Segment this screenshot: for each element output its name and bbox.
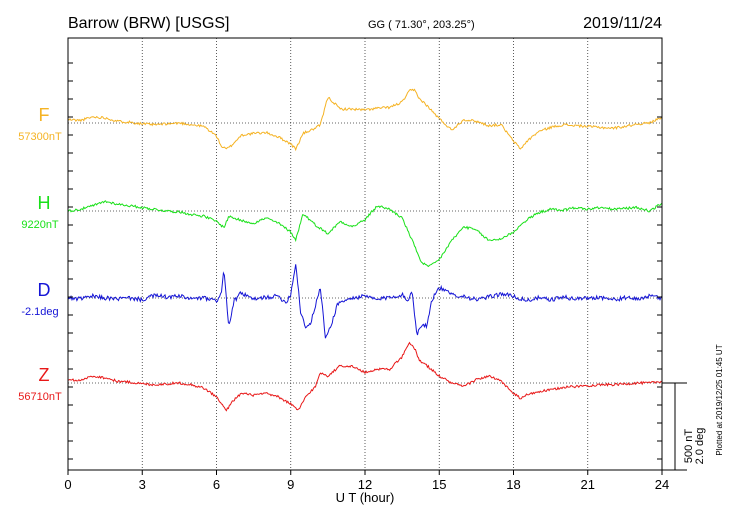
x-tick-label: 6 — [213, 477, 220, 492]
x-tick-label: 3 — [139, 477, 146, 492]
series-baseline-d: -2.1deg — [21, 306, 58, 318]
series-name-d: D — [38, 280, 51, 300]
series-line-h — [67, 200, 663, 268]
x-tick-label: 21 — [581, 477, 595, 492]
x-tick-label: 18 — [506, 477, 520, 492]
plotted-timestamp: Plotted at 2019/12/25 01:45 UT — [715, 344, 724, 455]
x-tick-label: 12 — [358, 477, 372, 492]
x-tick-label: 0 — [64, 477, 71, 492]
x-axis-label: U T (hour) — [336, 490, 395, 505]
series-name-h: H — [38, 193, 51, 213]
x-axis-ticks: 0 3 6 9 12 15 18 21 24 — [64, 470, 669, 492]
scale-bar: 500 nT 2.0 deg — [662, 382, 706, 471]
series-line-z — [67, 341, 663, 412]
x-tick-label: 24 — [655, 477, 669, 492]
scale-deg-label: 2.0 deg — [694, 428, 706, 465]
series-layer: F 57300nT H 9220nT D -2.1deg Z 56710nT — [18, 88, 663, 412]
series-name-f: F — [39, 105, 50, 125]
x-tick-label: 15 — [432, 477, 446, 492]
scale-nt-label: 500 nT — [683, 429, 695, 464]
series-baseline-h: 9220nT — [21, 219, 59, 231]
coordinates-label: GG ( 71.30°, 203.25°) — [368, 19, 475, 31]
series-name-z: Z — [39, 365, 50, 385]
grid — [68, 38, 662, 470]
date-label: 2019/11/24 — [583, 15, 662, 32]
series-baseline-z: 56710nT — [18, 391, 62, 403]
y-axis-minor-ticks — [68, 62, 662, 460]
x-tick-label: 9 — [287, 477, 294, 492]
series-line-d — [67, 264, 663, 339]
station-title: Barrow (BRW) [USGS] — [68, 15, 230, 32]
series-baseline-f: 57300nT — [18, 131, 62, 143]
series-line-f — [67, 88, 663, 152]
